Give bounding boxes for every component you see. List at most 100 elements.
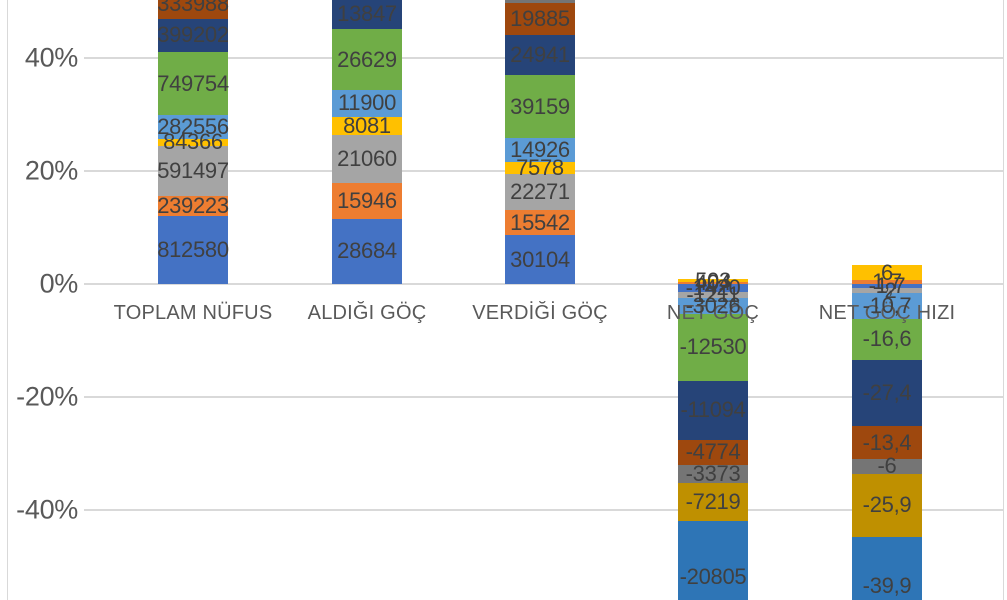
gridline bbox=[84, 396, 1004, 398]
segment-value-label: -13,4 bbox=[862, 429, 912, 455]
segment-value-label: 15946 bbox=[337, 187, 397, 213]
plot-left-border bbox=[7, 0, 8, 600]
bar-segment[interactable] bbox=[678, 297, 748, 315]
segment-value-label: 333988 bbox=[157, 0, 229, 17]
bar-segment[interactable] bbox=[678, 314, 748, 381]
segment-value-label: 591497 bbox=[157, 157, 229, 183]
bar-segment[interactable] bbox=[678, 281, 748, 284]
segment-value-label: 21060 bbox=[337, 145, 397, 171]
segment-value-label: 239223 bbox=[157, 192, 229, 218]
bar-segment[interactable] bbox=[852, 426, 922, 460]
category-label: VERDİĞİ GÖÇ bbox=[472, 302, 608, 324]
segment-value-label: -10,7 bbox=[862, 293, 912, 319]
segment-value-label: -3373 bbox=[685, 461, 741, 487]
bar-segment[interactable] bbox=[158, 18, 228, 53]
segment-value-label: 30104 bbox=[510, 246, 570, 272]
y-tick-label: -20% bbox=[16, 381, 78, 412]
bar-segment[interactable] bbox=[332, 89, 402, 117]
bar-segment[interactable] bbox=[332, 29, 402, 90]
segment-value-label: 14926 bbox=[510, 137, 570, 163]
segment-value-label: 812580 bbox=[157, 236, 229, 262]
bar-segment[interactable] bbox=[852, 536, 922, 600]
segment-value-label: -1,7 bbox=[868, 273, 906, 299]
bar-segment[interactable] bbox=[505, 2, 575, 35]
bar-segment[interactable] bbox=[158, 115, 228, 139]
category-label: TOPLAM NÜFUS bbox=[113, 302, 273, 324]
y-tick-label: 0% bbox=[39, 268, 79, 299]
bar-segment[interactable] bbox=[678, 439, 748, 466]
bar-segment[interactable] bbox=[158, 195, 228, 216]
segment-value-label: -27,4 bbox=[862, 380, 912, 406]
bar-segment[interactable] bbox=[158, 52, 228, 116]
bar-segment[interactable] bbox=[852, 459, 922, 474]
bar-segment[interactable] bbox=[852, 473, 922, 537]
bar-segment[interactable] bbox=[158, 0, 228, 19]
bar-segment[interactable] bbox=[678, 284, 748, 292]
plot-right-border bbox=[1003, 0, 1004, 600]
bar-segment[interactable] bbox=[505, 75, 575, 139]
y-tick-label: 40% bbox=[24, 42, 78, 73]
segment-value-label: 15542 bbox=[510, 209, 570, 235]
bar-segment[interactable] bbox=[852, 284, 922, 289]
bar-segment[interactable] bbox=[505, 138, 575, 163]
segment-value-label: -1211 bbox=[686, 281, 740, 307]
category-label: NET GÖÇ bbox=[666, 302, 760, 324]
bar-segment[interactable] bbox=[678, 521, 748, 600]
segment-value-label: 11900 bbox=[337, 90, 397, 116]
segment-value-label: -25,9 bbox=[862, 492, 912, 518]
segment-value-label: 24941 bbox=[510, 41, 570, 67]
bar-segment[interactable] bbox=[852, 359, 922, 427]
bar-segment[interactable] bbox=[332, 0, 402, 30]
bar-segment[interactable] bbox=[505, 174, 575, 211]
segment-value-label: -6 bbox=[877, 453, 897, 479]
bar-segment[interactable] bbox=[678, 291, 748, 298]
segment-value-label: -11094 bbox=[680, 397, 746, 423]
gridline bbox=[84, 283, 1004, 285]
category-label: ALDIĞI GÖÇ bbox=[307, 302, 427, 324]
segment-value-label: 19885 bbox=[510, 5, 570, 31]
segment-value-label: 503 bbox=[695, 267, 731, 293]
y-tick-label: -40% bbox=[16, 494, 78, 525]
bar-segment[interactable] bbox=[678, 380, 748, 440]
segment-value-label: -20805 bbox=[679, 563, 747, 589]
bar-segment[interactable] bbox=[332, 116, 402, 136]
bar-segment[interactable] bbox=[505, 210, 575, 236]
bar-segment[interactable] bbox=[505, 235, 575, 284]
bar-segment[interactable] bbox=[852, 265, 922, 280]
segment-value-label: 404 bbox=[695, 269, 731, 295]
segment-value-label: -2 bbox=[877, 277, 897, 303]
segment-value-label: -1420 bbox=[685, 274, 741, 300]
bar-segment[interactable] bbox=[678, 483, 748, 522]
bar-segment[interactable] bbox=[332, 135, 402, 183]
segment-value-label: 399202 bbox=[157, 22, 229, 48]
bar-segment[interactable] bbox=[158, 215, 228, 284]
segment-value-label: -39,9 bbox=[862, 572, 912, 598]
category-label: NET GÖÇ HIZI bbox=[818, 302, 956, 324]
bar-segment[interactable] bbox=[332, 218, 402, 284]
bar-segment[interactable] bbox=[158, 145, 228, 196]
segment-value-label: 1,7 bbox=[872, 268, 902, 294]
bar-segment[interactable] bbox=[332, 182, 402, 219]
bar-segment[interactable] bbox=[505, 0, 575, 3]
segment-value-label: 84366 bbox=[163, 129, 223, 155]
bar-segment[interactable] bbox=[678, 465, 748, 484]
segment-value-label: -12530 bbox=[679, 334, 747, 360]
segment-value-label: 8081 bbox=[343, 112, 391, 138]
segment-value-label: -16,6 bbox=[862, 326, 912, 352]
segment-value-label: 282556 bbox=[157, 113, 229, 139]
bar-segment[interactable] bbox=[505, 34, 575, 75]
segment-value-label: 13847 bbox=[337, 0, 397, 26]
bar-segment[interactable] bbox=[158, 138, 228, 146]
bar-segment[interactable] bbox=[505, 162, 575, 175]
bar-segment[interactable] bbox=[852, 288, 922, 294]
segment-value-label: 39159 bbox=[510, 93, 570, 119]
segment-value-label: 7578 bbox=[516, 155, 564, 181]
bar-segment[interactable] bbox=[852, 293, 922, 320]
segment-value-label: -4774 bbox=[685, 439, 741, 465]
bar-segment[interactable] bbox=[852, 279, 922, 284]
bar-segment[interactable] bbox=[678, 279, 748, 282]
segment-value-label: 28684 bbox=[337, 238, 397, 264]
y-tick-label: 20% bbox=[24, 155, 78, 186]
bar-segment[interactable] bbox=[852, 319, 922, 360]
